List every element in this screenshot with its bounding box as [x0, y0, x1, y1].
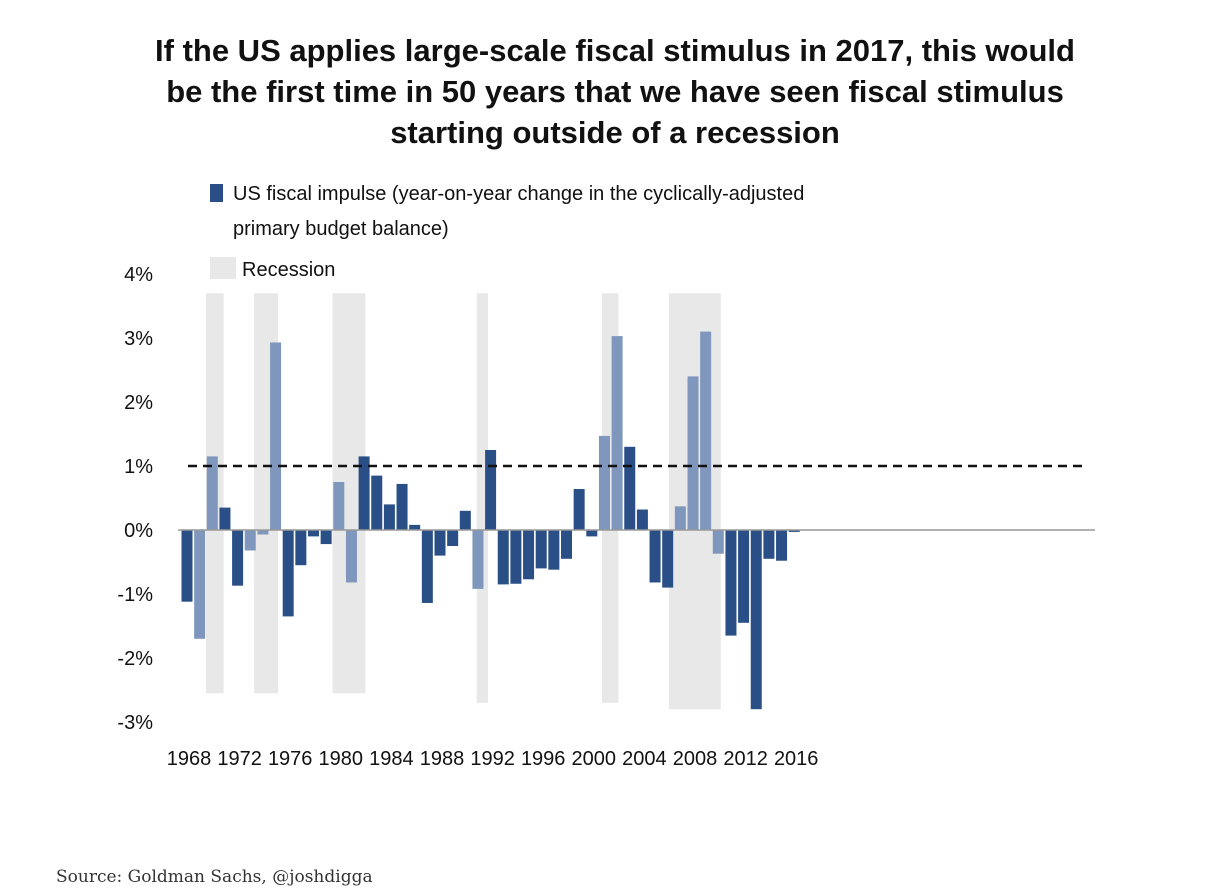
- x-tick-label: 2016: [774, 748, 819, 770]
- bar-2016: [788, 530, 800, 532]
- x-tick-label: 1980: [319, 748, 364, 770]
- bar-2011: [725, 530, 737, 636]
- y-axis-ticks: 4% 3% 2% 1% 0% -1% -2% -3%: [117, 264, 153, 734]
- x-tick-label: 2000: [572, 748, 617, 770]
- bar-1971: [219, 507, 231, 530]
- bar-2001: [598, 435, 610, 530]
- x-axis-ticks: 1968 1972 1976 1980 1984 1988 1992 1996 2000 2004…: [167, 748, 819, 770]
- bar-1979: [320, 530, 332, 545]
- chart-title: If the US applies large-scale fiscal sti…: [40, 30, 1190, 153]
- source-note: Source: Goldman Sachs, @joshdigga: [56, 867, 373, 887]
- bar-2010: [712, 530, 724, 554]
- bar-1997: [548, 530, 560, 570]
- bar-2002: [611, 336, 623, 530]
- bar-1987: [421, 530, 433, 603]
- bar-2014: [763, 530, 775, 559]
- legend-series-swatch: [210, 184, 223, 202]
- y-tick-label: 1%: [124, 456, 153, 478]
- bar-1976: [282, 530, 294, 617]
- recession-shade: [476, 293, 489, 703]
- legend-recession-swatch: [210, 257, 236, 279]
- x-tick-label: 1968: [167, 748, 212, 770]
- y-tick-label: 2%: [124, 392, 153, 414]
- fiscal-impulse-chart: US fiscal impulse (year-on-year change i…: [117, 183, 1095, 770]
- bar-1988: [434, 530, 446, 556]
- x-tick-label: 2004: [622, 748, 667, 770]
- bar-2008: [687, 376, 699, 530]
- bar-1995: [523, 530, 535, 580]
- y-tick-label: 0%: [124, 520, 153, 542]
- recession-shades: [205, 293, 721, 710]
- bar-1985: [396, 483, 408, 530]
- bar-1986: [409, 524, 421, 530]
- bar-1983: [371, 475, 383, 530]
- x-tick-label: 1988: [420, 748, 465, 770]
- bar-1977: [295, 530, 307, 566]
- x-tick-label: 1984: [369, 748, 414, 770]
- y-tick-label: -1%: [117, 584, 153, 606]
- bar-1968: [181, 530, 193, 602]
- bar-2000: [586, 530, 598, 537]
- bar-2006: [662, 530, 674, 588]
- bar-1970: [206, 456, 218, 530]
- bar-1984: [383, 504, 395, 530]
- bar-1996: [535, 530, 547, 569]
- bars: [181, 331, 800, 710]
- bar-1990: [459, 510, 471, 530]
- legend-series-label-line-1: US fiscal impulse (year-on-year change i…: [233, 183, 804, 205]
- bar-2015: [776, 530, 788, 561]
- bar-1991: [472, 530, 484, 589]
- bar-2012: [738, 530, 750, 623]
- bar-1969: [194, 530, 206, 639]
- legend-recession-label: Recession: [242, 259, 335, 281]
- bar-1982: [358, 456, 370, 530]
- x-tick-label: 1972: [217, 748, 262, 770]
- x-tick-label: 1996: [521, 748, 566, 770]
- bar-1978: [308, 530, 319, 537]
- bar-2009: [700, 331, 712, 530]
- x-tick-label: 1992: [470, 748, 515, 770]
- bar-1972: [232, 530, 244, 586]
- bar-2013: [750, 530, 762, 710]
- bar-1989: [447, 530, 459, 546]
- bar-2004: [636, 509, 648, 530]
- bar-1994: [510, 530, 522, 584]
- title-line-2: be the first time in 50 years that we ha…: [166, 74, 1064, 109]
- bar-1974: [257, 530, 269, 535]
- bar-1998: [561, 530, 572, 559]
- bar-1975: [270, 342, 282, 530]
- title-line-3: starting outside of a recession: [390, 115, 840, 150]
- legend-series-label-line-2: primary budget balance): [233, 218, 449, 240]
- x-tick-label: 1976: [268, 748, 313, 770]
- bar-1981: [345, 530, 357, 583]
- bar-1973: [244, 530, 256, 551]
- y-tick-label: -3%: [117, 712, 153, 734]
- y-tick-label: -2%: [117, 648, 153, 670]
- bar-2005: [649, 530, 661, 583]
- bar-1993: [497, 530, 509, 585]
- legend: US fiscal impulse (year-on-year change i…: [210, 183, 804, 281]
- title-line-1: If the US applies large-scale fiscal sti…: [155, 33, 1075, 68]
- bar-2007: [674, 506, 686, 530]
- x-tick-label: 2008: [673, 748, 718, 770]
- bar-2003: [624, 446, 636, 530]
- bar-1980: [333, 482, 345, 530]
- bar-1999: [573, 489, 585, 530]
- bar-1992: [485, 450, 497, 530]
- y-tick-label: 4%: [124, 264, 153, 286]
- x-tick-label: 2012: [723, 748, 768, 770]
- y-tick-label: 3%: [124, 328, 153, 350]
